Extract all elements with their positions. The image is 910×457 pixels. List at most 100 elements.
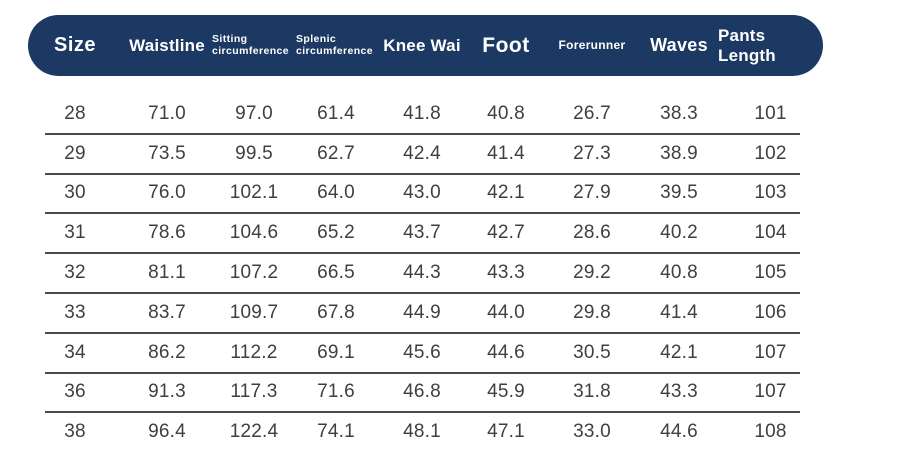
table-cell: 78.6: [148, 222, 186, 244]
table-cell: 42.1: [487, 182, 525, 204]
table-cell: 39.5: [660, 182, 698, 204]
table-cell: 96.4: [148, 421, 186, 443]
table-cell: 41.4: [487, 142, 525, 164]
column-header-foot: Foot: [482, 33, 530, 57]
table-cell: 69.1: [317, 341, 355, 363]
table-cell: 117.3: [230, 381, 278, 403]
table-cell: 73.5: [148, 142, 186, 164]
table-cell: 103: [754, 182, 787, 204]
table-cell: 41.4: [660, 301, 698, 323]
table-row: 31 78.6 104.6 65.2 43.7 42.7 28.6 40.2 104: [28, 213, 823, 254]
table-cell: 43.7: [403, 222, 441, 244]
table-cell: 91.3: [148, 381, 186, 403]
table-row: 33 83.7 109.7 67.8 44.9 44.0 29.8 41.4 106: [28, 293, 823, 334]
table-cell: 109.7: [229, 301, 279, 323]
table-cell: 30.5: [573, 341, 611, 363]
column-header-forerunner: Forerunner: [558, 37, 626, 52]
table-cell: 29.8: [573, 301, 611, 323]
table-cell: 107: [754, 341, 787, 363]
table-cell: 41.8: [403, 102, 441, 124]
table-cell: 40.8: [660, 262, 698, 284]
table-cell: 30: [64, 182, 86, 204]
table-cell: 26.7: [573, 102, 611, 124]
column-header-waistline: Waistline: [129, 35, 205, 55]
table-cell: 33: [64, 301, 86, 323]
table-cell: 86.2: [148, 341, 186, 363]
table-cell: 45.9: [487, 381, 525, 403]
table-cell: 46.8: [403, 381, 441, 403]
table-cell: 44.9: [403, 301, 441, 323]
table-cell: 71.0: [148, 102, 186, 124]
table-cell: 47.1: [487, 421, 525, 443]
column-header-size: Size: [53, 34, 97, 57]
table-cell: 31.8: [573, 381, 611, 403]
table-cell: 43.3: [487, 262, 525, 284]
column-header-knee-wai: Knee Wai: [383, 35, 461, 55]
table-row: 30 76.0 102.1 64.0 43.0 42.1 27.9 39.5 103: [28, 174, 823, 215]
table-cell: 42.7: [487, 222, 525, 244]
table-row: 36 91.3 117.3 71.6 46.8 45.9 31.8 43.3 107: [28, 373, 823, 414]
column-header-splenic-circumference: Splenic circumference: [296, 32, 373, 57]
table-cell: 99.5: [235, 142, 273, 164]
table-body: 28 71.0 97.0 61.4 41.8 40.8 26.7 38.3 101 29 73.5 9…: [28, 94, 823, 452]
table-cell: 45.6: [403, 341, 441, 363]
table-cell: 29.2: [573, 262, 611, 284]
table-cell: 38.9: [660, 142, 698, 164]
table-cell: 43.0: [403, 182, 441, 204]
table-cell: 76.0: [148, 182, 186, 204]
table-cell: 32: [64, 262, 86, 284]
table-row: 28 71.0 97.0 61.4 41.8 40.8 26.7 38.3 101: [28, 94, 823, 135]
table-cell: 38: [64, 421, 86, 443]
table-cell: 62.7: [317, 142, 355, 164]
table-cell: 44.3: [403, 262, 441, 284]
table-cell: 101: [754, 102, 787, 124]
table-cell: 66.5: [317, 262, 355, 284]
table-cell: 102.1: [229, 182, 279, 204]
table-cell: 33.0: [573, 421, 611, 443]
table-cell: 27.9: [573, 182, 611, 204]
table-cell: 71.6: [317, 381, 355, 403]
table-cell: 27.3: [573, 142, 611, 164]
table-cell: 40.2: [660, 222, 698, 244]
table-cell: 34: [64, 341, 86, 363]
column-header-sitting-circumference: Sitting circumference: [212, 32, 289, 57]
column-header-pants-length: Pants Length: [718, 26, 776, 65]
table-cell: 104: [754, 222, 787, 244]
table-cell: 44.0: [487, 301, 525, 323]
table-cell: 44.6: [660, 421, 698, 443]
table-cell: 28.6: [573, 222, 611, 244]
table-cell: 65.2: [317, 222, 355, 244]
table-cell: 97.0: [235, 102, 273, 124]
table-header: Size Waistline Sitting circumference Spleni…: [28, 15, 823, 76]
table-cell: 81.1: [148, 262, 186, 284]
table-cell: 105: [754, 262, 787, 284]
table-cell: 31: [64, 222, 86, 244]
table-cell: 106: [754, 301, 787, 323]
table-cell: 38.3: [660, 102, 698, 124]
table-cell: 42.1: [660, 341, 698, 363]
table-cell: 61.4: [317, 102, 355, 124]
table-cell: 64.0: [317, 182, 355, 204]
table-cell: 40.8: [487, 102, 525, 124]
table-row: 32 81.1 107.2 66.5 44.3 43.3 29.2 40.8 105: [28, 253, 823, 294]
table-cell: 48.1: [403, 421, 441, 443]
table-row: 38 96.4 122.4 74.1 48.1 47.1 33.0 44.6 108: [28, 412, 823, 452]
table-cell: 29: [64, 142, 86, 164]
table-row: 29 73.5 99.5 62.7 42.4 41.4 27.3 38.9 102: [28, 134, 823, 175]
table-cell: 67.8: [317, 301, 355, 323]
table-cell: 36: [64, 381, 86, 403]
table-cell: 102: [754, 142, 787, 164]
table-cell: 83.7: [148, 301, 186, 323]
table-cell: 112.2: [230, 341, 278, 363]
table-cell: 28: [64, 102, 86, 124]
table-cell: 108: [754, 421, 787, 443]
column-header-waves: Waves: [650, 35, 708, 56]
table-cell: 44.6: [487, 341, 525, 363]
table-row: 34 86.2 112.2 69.1 45.6 44.6 30.5 42.1 107: [28, 333, 823, 374]
table-cell: 107: [754, 381, 787, 403]
table-cell: 43.3: [660, 381, 698, 403]
table-cell: 107.2: [229, 262, 279, 284]
table-cell: 104.6: [229, 222, 279, 244]
table-cell: 42.4: [403, 142, 441, 164]
